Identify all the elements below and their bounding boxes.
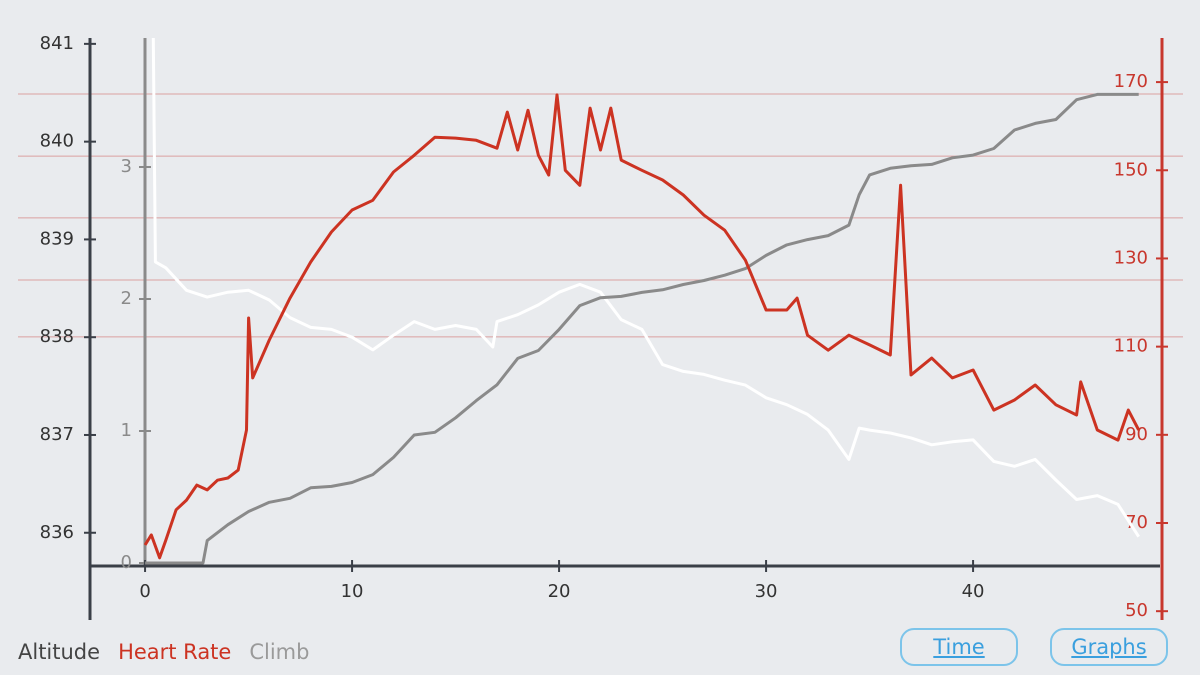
series-line bbox=[145, 92, 1139, 565]
y-tick-label: 841 bbox=[40, 33, 74, 54]
y-tick-label: 838 bbox=[40, 326, 74, 347]
y3-tick-label: 1 bbox=[121, 420, 132, 441]
y2-tick-label: 150 bbox=[1114, 159, 1148, 180]
x-tick-label: 0 bbox=[139, 581, 150, 602]
y-tick-label: 840 bbox=[40, 131, 74, 152]
graphs-button[interactable]: Graphs bbox=[1050, 628, 1168, 666]
legend-label: Altitude bbox=[18, 640, 100, 664]
y-tick-label: 837 bbox=[40, 424, 74, 445]
legend-label: Climb bbox=[249, 640, 309, 664]
series-line bbox=[151, 37, 1140, 538]
x-tick-label: 10 bbox=[341, 581, 364, 602]
y2-tick-label: 170 bbox=[1114, 71, 1148, 92]
y3-tick-label: 3 bbox=[121, 156, 132, 177]
y-tick-label: 836 bbox=[40, 522, 74, 543]
y3-tick-label: 2 bbox=[121, 288, 132, 309]
y2-tick-label: 130 bbox=[1114, 247, 1148, 268]
time-button[interactable]: Time bbox=[900, 628, 1018, 666]
x-tick-label: 30 bbox=[755, 581, 778, 602]
x-tick-label: 40 bbox=[962, 581, 985, 602]
y3-tick-label: 0 bbox=[121, 552, 132, 573]
y2-tick-label: 110 bbox=[1114, 336, 1148, 357]
legend-label: Heart Rate bbox=[118, 640, 231, 664]
y2-tick-label: 50 bbox=[1125, 600, 1148, 621]
y2-tick-label: 70 bbox=[1125, 512, 1148, 533]
y-tick-label: 839 bbox=[40, 228, 74, 249]
series-line bbox=[143, 93, 1141, 560]
y2-tick-label: 90 bbox=[1125, 424, 1148, 445]
x-tick-label: 20 bbox=[548, 581, 571, 602]
